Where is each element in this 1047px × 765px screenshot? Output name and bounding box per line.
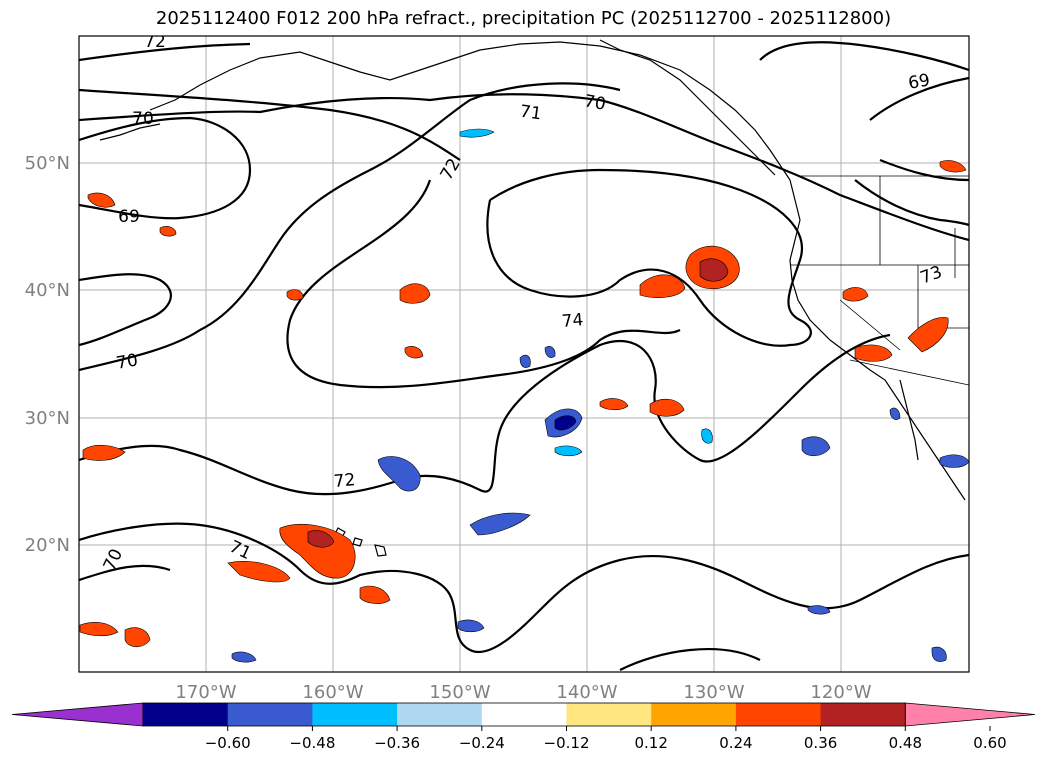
lat-label-50: 50°N xyxy=(25,153,70,174)
lon-label-140w: 140°W xyxy=(556,682,617,703)
colorbar-tick-label: 0.36 xyxy=(804,734,837,752)
colorbar-tick-label: −0.48 xyxy=(289,734,335,752)
contour-label: 70 xyxy=(582,91,607,114)
colorbar-tick-label: 0.24 xyxy=(719,734,752,752)
colorbar-tick-label: −0.12 xyxy=(544,734,590,752)
lon-label-150w: 150°W xyxy=(429,682,490,703)
map-area xyxy=(79,36,969,672)
negative-precip-patches xyxy=(231,128,969,663)
colorbar-segment xyxy=(397,703,483,726)
colorbar-ticks: −0.60 −0.48 −0.36 −0.24 −0.12 0.12 0.24 0.36 0.4… xyxy=(205,726,1007,752)
contour-label: 71 xyxy=(519,102,543,125)
borders xyxy=(790,175,969,386)
contour-label: 69 xyxy=(907,70,932,93)
colorbar-segment xyxy=(312,703,398,726)
colorbar-segment xyxy=(143,703,229,726)
colorbar-tick-label: 0.12 xyxy=(634,734,667,752)
contour-label: 70 xyxy=(132,109,154,129)
positive-precip-patches xyxy=(79,160,967,648)
map-frame xyxy=(78,35,970,673)
contour-label: 70 xyxy=(115,350,140,373)
colorbar-extend-high xyxy=(904,702,1036,727)
colorbar-segment xyxy=(566,703,652,726)
colorbar-segment xyxy=(735,703,822,726)
colorbar-tick-label: 0.48 xyxy=(889,734,922,752)
contour-label: 74 xyxy=(561,310,584,332)
latitude-labels: 50°N 40°N 30°N 20°N xyxy=(25,153,70,556)
map-title: 2025112400 F012 200 hPa refract., precip… xyxy=(155,8,892,29)
lat-label-40: 40°N xyxy=(25,280,70,301)
longitude-labels: 170°W 160°W 150°W 140°W 130°W 120°W xyxy=(175,682,871,703)
contour-label: 72 xyxy=(333,470,356,492)
colorbar-segment xyxy=(651,703,737,726)
colorbar-segment xyxy=(227,703,313,726)
colorbar-segment xyxy=(820,703,906,726)
contour-lines xyxy=(79,41,969,671)
colorbar-tick-label: −0.36 xyxy=(374,734,420,752)
contour-label: 69 xyxy=(118,207,140,227)
colorbar-outline xyxy=(142,702,906,727)
colorbar-segment xyxy=(481,703,567,726)
gridlines xyxy=(79,36,969,672)
colorbar-tick-label: −0.24 xyxy=(459,734,505,752)
lat-label-20: 20°N xyxy=(25,535,70,556)
lat-label-30: 30°N xyxy=(25,408,70,429)
lon-label-120w: 120°W xyxy=(810,682,871,703)
lon-label-160w: 160°W xyxy=(302,682,363,703)
colorbar-extend-low xyxy=(11,702,144,727)
lon-label-170w: 170°W xyxy=(175,682,236,703)
coastline xyxy=(99,39,966,557)
colorbar xyxy=(11,702,1036,727)
contour-label: 72 xyxy=(144,32,166,52)
lon-label-130w: 130°W xyxy=(683,682,744,703)
colorbar-tick-label: 0.60 xyxy=(973,734,1006,752)
colorbar-tick-label: −0.60 xyxy=(205,734,251,752)
